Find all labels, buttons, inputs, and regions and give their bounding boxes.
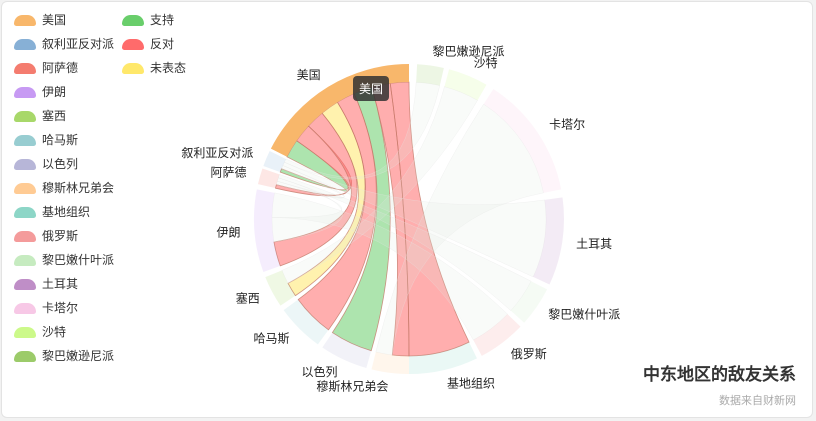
node-arc[interactable] [416, 64, 444, 86]
legend-swatch [14, 255, 36, 266]
chart-title: 中东地区的敌友关系 [643, 365, 796, 385]
node-arc[interactable] [265, 270, 296, 306]
legend-label: 美国 [42, 13, 67, 27]
chord-ribbon[interactable] [281, 86, 478, 284]
legend-label: 以色列 [42, 157, 79, 171]
node-arc[interactable] [283, 299, 329, 345]
tooltip: 美国 [353, 76, 390, 101]
node-label: 穆斯林兄弟会 [316, 379, 388, 394]
legend-swatch [14, 207, 36, 218]
legend-swatch [14, 87, 36, 98]
node-arc[interactable] [257, 168, 280, 189]
node-label: 卡塔尔 [549, 116, 585, 131]
legend-swatch [14, 63, 36, 74]
legend-swatch [122, 63, 144, 74]
legend-label: 俄罗斯 [42, 229, 79, 243]
legend-label: 反对 [150, 37, 175, 51]
legend-swatch [14, 135, 36, 146]
legend-swatch [122, 15, 144, 26]
legend-label: 穆斯林兄弟会 [42, 181, 115, 195]
legend-label: 伊朗 [42, 85, 67, 99]
node-label: 阿萨德 [211, 164, 247, 179]
legend-swatch [14, 351, 36, 362]
node-label: 沙特 [474, 55, 498, 70]
legend-swatch [122, 39, 144, 50]
node-label: 土耳其 [576, 237, 612, 251]
legend-label: 沙特 [42, 325, 67, 339]
legend-label: 叙利亚反对派 [42, 37, 115, 51]
node-arc[interactable] [270, 64, 409, 157]
node-arc[interactable] [473, 314, 521, 356]
legend-label: 基地组织 [42, 205, 91, 219]
legend-swatch [14, 111, 36, 122]
node-arc[interactable] [254, 189, 281, 273]
node-label: 伊朗 [217, 225, 241, 239]
legend-label: 阿萨德 [42, 61, 79, 75]
node-label: 哈马斯 [253, 332, 289, 346]
legend-label: 塞西 [42, 109, 67, 123]
legend-label: 黎巴嫩什叶派 [42, 253, 115, 267]
node-arc[interactable] [263, 151, 286, 173]
node-arc[interactable] [322, 332, 372, 368]
node-label: 基地组织 [447, 377, 495, 391]
chart-subtitle: 数据来自财新网 [719, 394, 796, 407]
chord-ribbon[interactable] [375, 103, 544, 356]
legend-swatch [14, 327, 36, 338]
node-label: 叙利亚反对派 [181, 146, 253, 160]
chord-ribbon[interactable] [389, 81, 470, 357]
legend-swatch [14, 183, 36, 194]
legend-swatch [14, 15, 36, 26]
legend-swatch [14, 279, 36, 290]
chord-ribbon[interactable] [271, 192, 508, 341]
node-arc[interactable] [483, 89, 562, 193]
node-arc[interactable] [444, 69, 487, 101]
node-arc[interactable] [533, 197, 564, 285]
node-label: 黎巴嫩什叶派 [548, 308, 620, 322]
legend-swatch [14, 39, 36, 50]
chord-ribbon[interactable] [282, 161, 547, 278]
chord-ribbon[interactable] [278, 174, 532, 312]
node-arc[interactable] [409, 342, 477, 374]
node-arc[interactable] [371, 351, 409, 374]
chord-ribbon[interactable] [284, 81, 441, 180]
legend-label: 黎巴嫩逊尼派 [42, 349, 115, 363]
node-label: 俄罗斯 [511, 347, 547, 361]
legend-label: 土耳其 [42, 277, 79, 291]
legend-label: 卡塔尔 [42, 301, 79, 315]
legend-swatch [14, 159, 36, 170]
legend-swatch [14, 303, 36, 314]
node-label: 塞西 [236, 290, 260, 305]
legend-label: 未表态 [150, 61, 187, 75]
legend-swatch [14, 231, 36, 242]
legend-label: 哈马斯 [42, 133, 79, 147]
node-label: 美国 [297, 68, 321, 82]
node-label: 以色列 [302, 365, 338, 379]
legend-label: 支持 [150, 13, 175, 27]
node-label: 黎巴嫩逊尼派 [433, 45, 505, 59]
node-arc[interactable] [510, 281, 548, 323]
